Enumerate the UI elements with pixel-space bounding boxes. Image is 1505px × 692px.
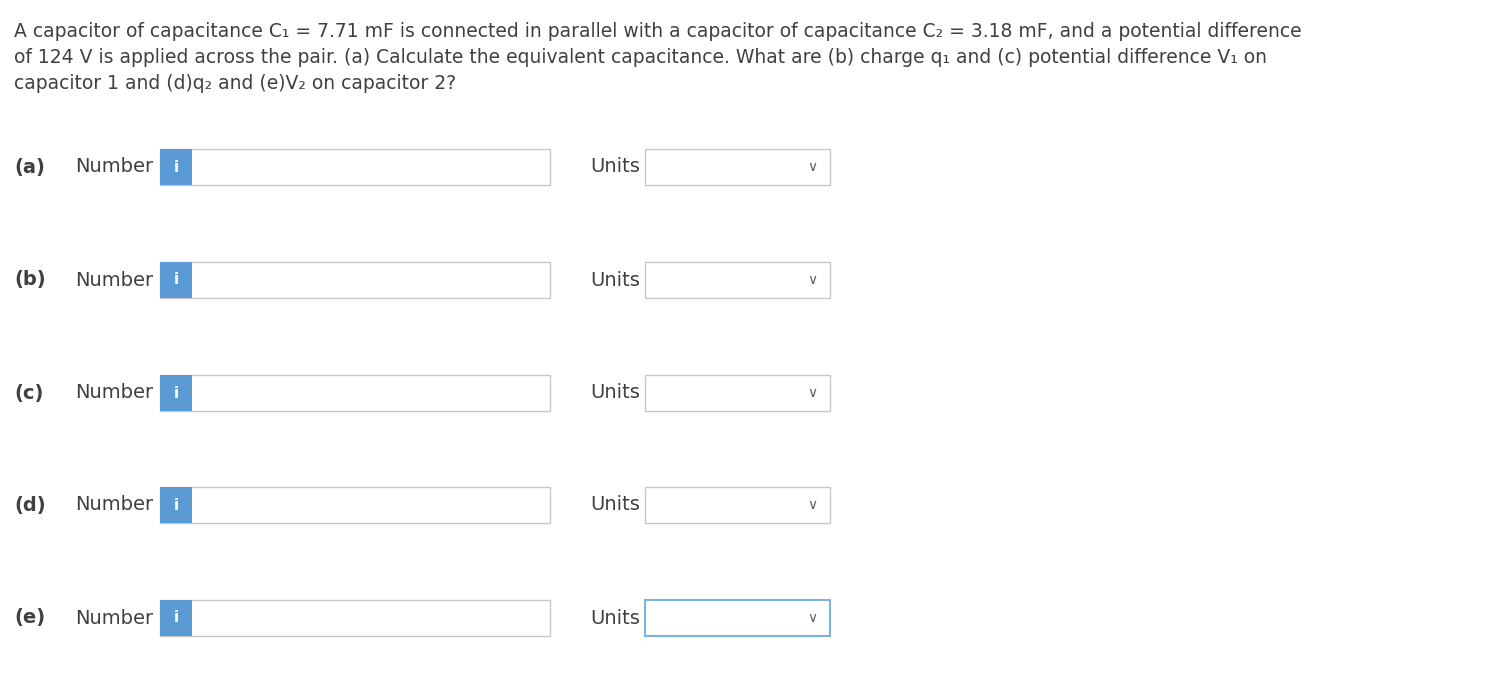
Text: of 124 V is applied across the pair. (a) Calculate the equivalent capacitance. W: of 124 V is applied across the pair. (a)… — [14, 48, 1267, 67]
Text: Units: Units — [590, 158, 640, 176]
Text: Units: Units — [590, 608, 640, 628]
Text: Units: Units — [590, 271, 640, 289]
Bar — [160, 375, 193, 411]
Text: i: i — [173, 159, 179, 174]
Text: Number: Number — [75, 271, 154, 289]
Text: ∨: ∨ — [807, 611, 817, 625]
Text: ∨: ∨ — [807, 160, 817, 174]
Text: (d): (d) — [14, 495, 45, 514]
Text: Number: Number — [75, 495, 154, 514]
Text: i: i — [173, 385, 179, 401]
Text: ∨: ∨ — [807, 273, 817, 287]
Bar — [160, 149, 549, 185]
Text: Number: Number — [75, 608, 154, 628]
Text: Units: Units — [590, 383, 640, 403]
Text: (e): (e) — [14, 608, 45, 628]
Text: i: i — [173, 498, 179, 513]
Bar — [646, 262, 829, 298]
Bar — [160, 375, 549, 411]
Text: (b): (b) — [14, 271, 45, 289]
Text: i: i — [173, 273, 179, 287]
Bar — [160, 262, 193, 298]
Text: i: i — [173, 610, 179, 626]
Text: ∨: ∨ — [807, 498, 817, 512]
Bar — [646, 487, 829, 523]
Bar — [160, 262, 549, 298]
Text: Units: Units — [590, 495, 640, 514]
Text: ∨: ∨ — [807, 386, 817, 400]
Bar — [160, 487, 193, 523]
Bar — [160, 487, 549, 523]
Bar — [160, 600, 193, 636]
Bar — [646, 600, 829, 636]
Text: capacitor 1 and (d)q₂ and (e)V₂ on capacitor 2?: capacitor 1 and (d)q₂ and (e)V₂ on capac… — [14, 74, 456, 93]
Bar — [646, 149, 829, 185]
Text: (c): (c) — [14, 383, 44, 403]
Bar — [646, 375, 829, 411]
Text: (a): (a) — [14, 158, 45, 176]
Text: Number: Number — [75, 158, 154, 176]
Bar — [160, 149, 193, 185]
Text: A capacitor of capacitance C₁ = 7.71 mF is connected in parallel with a capacito: A capacitor of capacitance C₁ = 7.71 mF … — [14, 22, 1302, 41]
Bar — [160, 600, 549, 636]
Text: Number: Number — [75, 383, 154, 403]
